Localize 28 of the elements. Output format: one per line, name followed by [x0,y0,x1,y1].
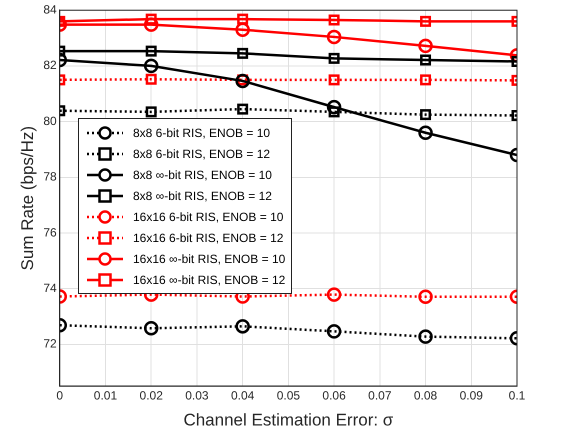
x-tick-label: 0.05 [276,388,300,403]
legend-label: 8x8 6-bit RIS, ENOB = 10 [133,126,270,140]
x-tick-label: 0.07 [368,388,392,403]
x-tick-label: 0.09 [460,388,484,403]
x-axis-title: Channel Estimation Error: σ [183,410,394,430]
y-tick-label: 82 [43,58,58,72]
legend-label: 16x16 6-bit RIS, ENOB = 10 [133,210,284,224]
y-tick-label: 84 [43,2,58,17]
legend-label: 16x16 ∞-bit RIS, ENOB = 10 [133,252,286,266]
legend-label: 8x8 ∞-bit RIS, ENOB = 10 [133,168,272,182]
y-tick-label: 72 [43,336,58,351]
x-tick-label: 0.08 [414,388,438,403]
x-tick-label: 0.01 [94,388,118,403]
legend-label: 16x16 ∞-bit RIS, ENOB = 12 [133,272,286,286]
x-tick-label: 0.02 [140,388,164,403]
x-tick-label: 0.04 [230,388,255,403]
y-tick-label: 78 [43,170,58,184]
legend-label: 8x8 ∞-bit RIS, ENOB = 12 [133,188,272,202]
x-tick-label: 0.1 [508,388,526,403]
legend-label: 8x8 6-bit RIS, ENOB = 12 [133,146,270,160]
x-tick-label: 0 [56,388,64,403]
y-tick-label: 80 [43,114,58,128]
y-tick-label: 76 [43,225,58,240]
y-tick-label: 74 [43,281,58,296]
legend-label: 16x16 6-bit RIS, ENOB = 12 [133,230,284,244]
y-axis-title: Sum Rate (bps/Hz) [18,126,37,270]
x-tick-label: 0.06 [322,388,346,403]
x-tick-label: 0.03 [185,388,209,403]
